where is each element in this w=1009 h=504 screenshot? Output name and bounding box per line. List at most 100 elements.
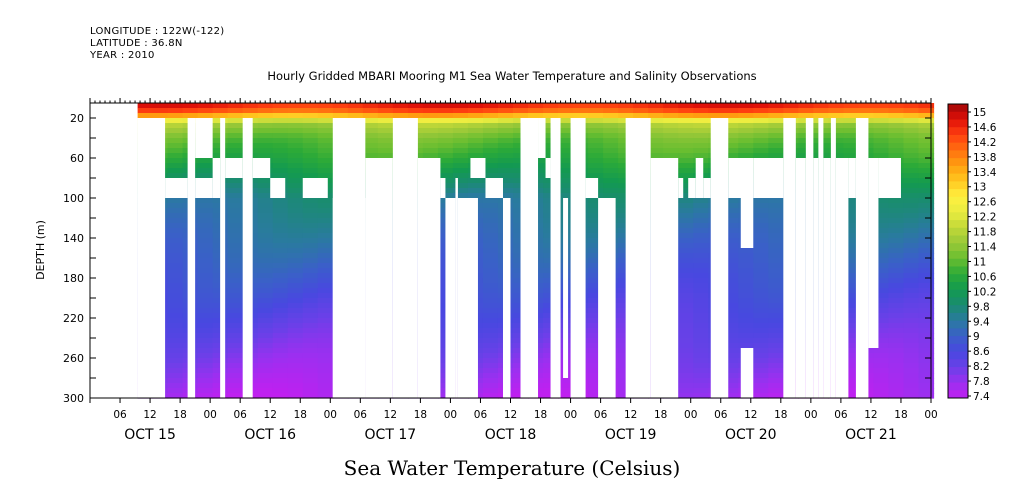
heatmap-cell [482,208,499,214]
heatmap-cell [272,243,289,249]
heatmap-cell [452,188,469,194]
heatmap-cell [377,118,394,124]
heatmap-cell [302,328,319,334]
heatmap-cell [768,233,784,239]
heatmap-cell [723,373,739,379]
heatmap-cell [903,328,920,334]
heatmap-cell [257,308,274,314]
heatmap-cell [843,238,860,244]
heatmap-cell [302,363,319,369]
heatmap-cell [888,363,905,369]
heatmap-cell [242,113,259,119]
heatmap-cell [723,218,739,224]
heatmap-cell [437,128,454,134]
heatmap-cell [843,218,860,224]
heatmap-cell [678,173,694,179]
heatmap-cell [482,388,499,394]
heatmap-cell [843,308,860,314]
no-data-gap [550,118,561,398]
heatmap-cell [603,163,619,169]
colorbar-swatch [948,220,968,229]
heatmap-cell [302,153,319,159]
heatmap-cell [167,113,184,119]
heatmap-cell [723,338,739,344]
heatmap-cell [558,158,574,164]
heatmap-cell [197,378,214,384]
heatmap-cell [317,343,334,349]
heatmap-cell [903,193,920,199]
heatmap-cell [167,128,184,134]
heatmap-cell [843,333,860,339]
heatmap-cell [888,238,905,244]
heatmap-cell [197,213,214,219]
heatmap-cell [918,333,935,339]
heatmap-cell [738,248,754,254]
heatmap-cell [482,368,499,374]
heatmap-cell [918,318,935,324]
heatmap-cell [317,348,334,354]
heatmap-cell [843,233,860,239]
heatmap-cell [588,243,604,249]
heatmap-cell [167,308,184,314]
colorbar-swatch [948,382,968,391]
heatmap-cell [482,213,499,219]
heatmap-cell [918,158,935,164]
x-tick-label: 00 [924,409,937,421]
heatmap-cell [197,248,214,254]
heatmap-cell [678,318,694,324]
heatmap-cell [753,303,769,309]
heatmap-cell [873,253,890,259]
heatmap-cell [918,193,935,199]
heatmap-cell [888,103,905,109]
heatmap-cell [768,328,784,334]
heatmap-cell [843,313,860,319]
heatmap-cell [302,118,319,124]
heatmap-cell [693,223,709,229]
heatmap-cell [768,103,784,109]
heatmap-cell [573,113,589,119]
heatmap-cell [287,123,304,129]
heatmap-cell [588,258,604,264]
heatmap-cell [753,273,769,279]
heatmap-cell [843,268,860,274]
heatmap-cell [272,158,289,164]
heatmap-cell [197,228,214,234]
heatmap-cell [272,103,289,109]
heatmap-cell [588,248,604,254]
no-data-gap [688,178,696,198]
heatmap-cell [167,383,184,389]
heatmap-cell [317,353,334,359]
no-data-gap [805,118,814,398]
heatmap-cell [227,208,244,214]
heatmap-cell [197,198,214,204]
heatmap-cell [452,193,469,199]
heatmap-cell [362,118,379,124]
heatmap-cell [888,263,905,269]
heatmap-cell [317,133,334,139]
heatmap-cell [873,213,890,219]
heatmap-cell [648,148,664,154]
colorbar-swatch [948,111,968,120]
heatmap-cell [603,188,619,194]
heatmap-cell [888,393,905,399]
y-axis-label: DEPTH (m) [34,220,47,280]
heatmap-cell [257,133,274,139]
x-tick-label: 06 [594,409,608,421]
heatmap-cell [482,308,499,314]
heatmap-cell [302,123,319,129]
heatmap-cell [287,378,304,384]
no-data-gap [598,198,616,398]
heatmap-cell [918,153,935,159]
heatmap-cell [227,328,244,334]
heatmap-cell [723,243,739,249]
heatmap-cell [573,103,589,109]
no-data-gap [740,348,754,398]
heatmap-cell [227,193,244,199]
heatmap-cell [843,353,860,359]
heatmap-cell [197,383,214,389]
heatmap-cell [753,233,769,239]
heatmap-cell [903,393,920,399]
latitude-label: LATITUDE : 36.8N [90,38,183,49]
no-data-gap [855,118,869,398]
heatmap-cell [197,203,214,209]
